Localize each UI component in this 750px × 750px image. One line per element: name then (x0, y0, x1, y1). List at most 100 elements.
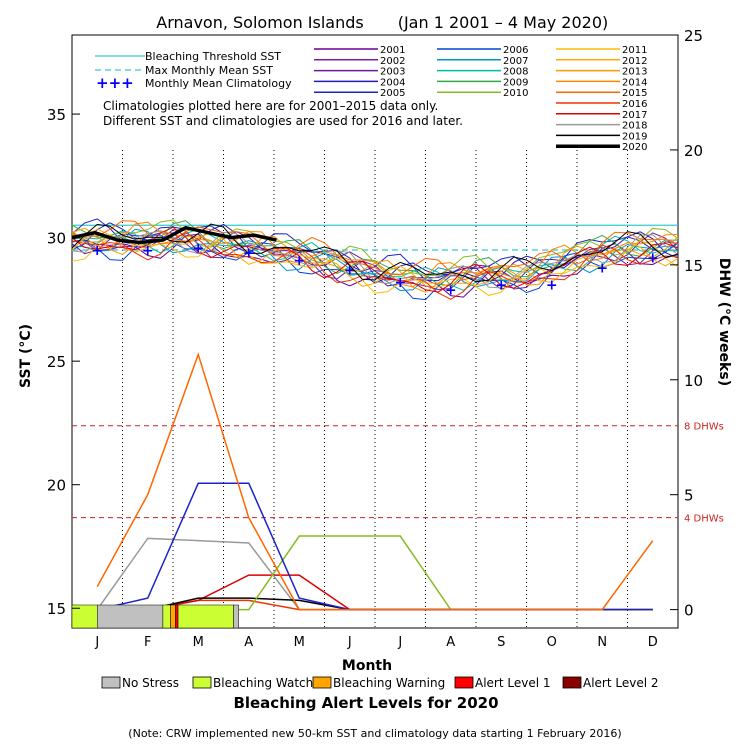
alert-legend-label: Alert Level 1 (475, 676, 551, 690)
alert-segment (97, 604, 164, 629)
climatology-point: + (445, 282, 457, 298)
footnote: (Note: CRW implemented new 50-km SST and… (128, 727, 621, 740)
dhw-ref-label: 8 DHWs (684, 422, 724, 433)
climatology-point: + (192, 240, 204, 256)
month-tick-label: N (597, 635, 607, 650)
alert-legend: No Stress Bleaching Watch Bleaching Warnin… (101, 676, 659, 690)
alert-title: Bleaching Alert Levels for 2020 (233, 694, 498, 712)
climatology-points: + + + + + + + + + + + + (91, 240, 658, 298)
month-tick-label: F (144, 635, 151, 650)
alert-legend-label: Bleaching Watch (213, 676, 313, 690)
climatology-point: + (344, 263, 356, 279)
sst-line (71, 228, 679, 292)
year-legend-label: 2014 (622, 77, 647, 88)
climatology-point: + (142, 243, 154, 259)
legend-threshold-label: Bleaching Threshold SST (145, 50, 281, 63)
sst-tick-label: 30 (47, 230, 66, 248)
year-legend-label: 2017 (622, 110, 647, 121)
year-legend-label: 2002 (380, 56, 405, 67)
year-legend-label: 2016 (622, 99, 647, 110)
alert-legend-label: No Stress (122, 676, 179, 690)
year-legend-label: 2015 (622, 88, 647, 99)
climatology-point: + (91, 243, 103, 259)
month-tick-label: D (648, 635, 658, 650)
month-tick-label: J (94, 635, 99, 650)
sst-line (71, 223, 679, 283)
sst-series (71, 218, 679, 301)
climatology-point: + (394, 275, 406, 291)
year-legend-label: 2007 (503, 56, 528, 67)
month-tick-label: A (244, 635, 253, 650)
month-tick-label: J (347, 635, 352, 650)
alert-swatch (101, 676, 121, 689)
year-legend-label: 2004 (380, 77, 405, 88)
dhw-series (96, 352, 654, 611)
climatology-point: + (495, 278, 507, 294)
dhw-ref-label: 4 DHWs (684, 514, 724, 525)
sst-tick-label: 20 (47, 477, 66, 495)
month-tick-label: O (547, 635, 557, 650)
dhw-tick-label: 5 (684, 487, 694, 505)
year-legend-label: 2011 (622, 45, 647, 56)
year-legend-label: 2020 (622, 142, 647, 153)
climatology-point: + (596, 260, 608, 276)
sst-line (71, 228, 679, 288)
axes: 15 20 25 30 35 0 5 10 15 20 25 J F M A M J J A S O N D (47, 27, 703, 650)
month-tick-label: M (294, 635, 305, 650)
year-legend-label: 2003 (380, 67, 405, 78)
x-axis-label: Month (342, 658, 392, 674)
alert-swatch (454, 676, 474, 689)
climatology-point: + (243, 245, 255, 261)
dhw-tick-label: 15 (684, 257, 703, 275)
chart-date-range: (Jan 1 2001 – 4 May 2020) (398, 13, 609, 32)
alert-segment (177, 604, 234, 629)
alert-segment (162, 604, 171, 629)
legend: Bleaching Threshold SST Max Monthly Mean… (95, 45, 647, 153)
alert-legend-label: Alert Level 2 (583, 676, 659, 690)
climatology-point: + (647, 250, 659, 266)
year-legend-label: 2010 (503, 88, 528, 99)
year-legend-label: 2006 (503, 45, 528, 56)
month-tick-label: J (397, 635, 402, 650)
year-legend-label: 2009 (503, 77, 528, 88)
year-legend-label: 2018 (622, 121, 647, 132)
dhw-tick-label: 20 (684, 142, 703, 160)
legend-clim-marker: +++ (96, 74, 134, 92)
y-axis-left-label: SST (°C) (18, 324, 34, 388)
dhw-tick-label: 25 (684, 27, 703, 45)
alert-swatch (192, 676, 212, 689)
sst-tick-label: 15 (47, 600, 66, 618)
year-legend-label: 2005 (380, 88, 405, 99)
alert-bar (71, 604, 239, 629)
year-legend-label: 2001 (380, 45, 405, 56)
sst-line (71, 235, 679, 296)
alert-legend-label: Bleaching Warning (333, 676, 445, 690)
sst-tick-label: 25 (47, 353, 66, 371)
alert-segment (170, 604, 176, 629)
legend-mmm-label: Max Monthly Mean SST (145, 64, 273, 77)
climatology-point: + (546, 278, 558, 294)
year-legend-label: 2012 (622, 56, 647, 67)
climatology-point: + (293, 253, 305, 269)
legend-clim-label: Monthly Mean Climatology (145, 77, 292, 90)
sst-tick-label: 35 (47, 106, 66, 124)
month-tick-label: S (497, 635, 505, 650)
dhw-tick-label: 10 (684, 372, 703, 390)
legend-note-line2: Different SST and climatologies are used… (103, 114, 463, 128)
alert-segment (233, 604, 239, 629)
sst-line (71, 220, 679, 287)
sst-line (71, 232, 679, 300)
alert-swatch (312, 676, 332, 689)
sst-line (71, 226, 679, 293)
sst-line (71, 230, 679, 289)
plot-area (71, 34, 679, 629)
year-legend-label: 2019 (622, 131, 647, 142)
year-legend-label: 2008 (503, 67, 528, 78)
y-axis-right-label: DHW (°C weeks) (716, 258, 732, 386)
month-tick-label: M (193, 635, 204, 650)
sst-line-2020 (71, 225, 277, 245)
legend-note-line1: Climatologies plotted here are for 2001–… (103, 99, 438, 113)
month-tick-label: A (446, 635, 455, 650)
